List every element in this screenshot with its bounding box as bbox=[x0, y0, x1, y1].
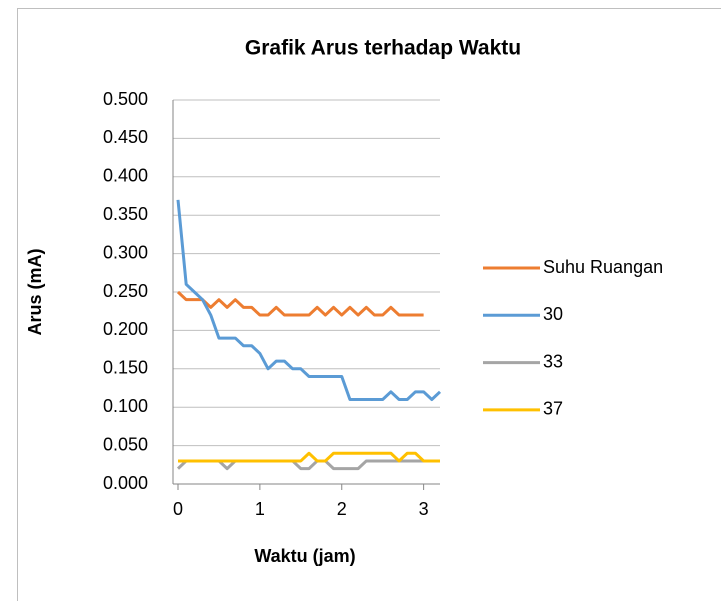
y-tick-label: 0.400 bbox=[103, 166, 148, 186]
series-line bbox=[176, 199, 442, 402]
y-tick-label: 0.250 bbox=[103, 281, 148, 301]
series-line bbox=[178, 451, 440, 463]
series-line bbox=[176, 459, 440, 471]
y-tick-label: 0.300 bbox=[103, 242, 148, 262]
y-tick-label: 0.000 bbox=[103, 473, 148, 493]
y-tick-label: 0.050 bbox=[103, 434, 148, 454]
x-axis-title: Waktu (jam) bbox=[254, 546, 355, 566]
x-tick-label: 3 bbox=[419, 499, 429, 519]
series-line bbox=[176, 290, 424, 317]
chart-title: Grafik Arus terhadap Waktu bbox=[245, 37, 521, 60]
y-tick-label: 0.500 bbox=[103, 89, 148, 109]
y-axis-title: Arus (mA) bbox=[25, 248, 45, 335]
y-tick-label: 0.100 bbox=[103, 396, 148, 416]
legend-label: 33 bbox=[543, 351, 563, 371]
legend-label: 30 bbox=[543, 304, 563, 324]
legend-label: 37 bbox=[543, 399, 563, 419]
y-tick-label: 0.450 bbox=[103, 127, 148, 147]
x-tick-label: 2 bbox=[337, 499, 347, 519]
legend-label: Suhu Ruangan bbox=[543, 257, 663, 277]
chart-border bbox=[17, 8, 721, 601]
y-tick-label: 0.200 bbox=[103, 319, 148, 339]
x-tick-label: 0 bbox=[173, 499, 183, 519]
y-tick-label: 0.350 bbox=[103, 204, 148, 224]
y-tick-label: 0.150 bbox=[103, 358, 148, 378]
x-tick-label: 1 bbox=[255, 499, 265, 519]
